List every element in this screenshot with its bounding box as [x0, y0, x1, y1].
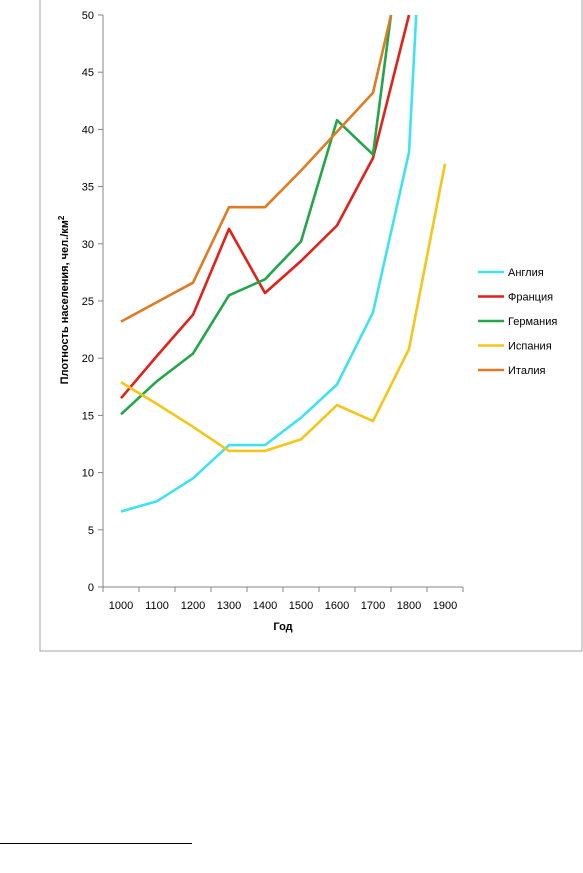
x-tick-label: 1200	[181, 600, 205, 612]
x-tick-label: 1400	[253, 600, 277, 612]
legend-label: Испания	[508, 341, 552, 353]
x-tick-label: 1100	[145, 600, 169, 612]
legend-label: Франция	[508, 292, 553, 304]
footnote-separator	[0, 843, 192, 844]
y-tick-label: 35	[82, 182, 94, 194]
y-tick-label: 50	[82, 10, 94, 22]
legend-label: Германия	[508, 316, 557, 328]
y-tick-label: 25	[82, 296, 94, 308]
y-axis-title: Плотность населения, чел./км2	[57, 215, 71, 384]
x-tick-label: 1500	[289, 600, 313, 612]
x-tick-label: 1300	[217, 600, 241, 612]
series-line-3	[120, 14, 393, 416]
y-tick-label: 20	[82, 353, 94, 365]
y-tick-label: 0	[88, 582, 94, 594]
y-tick-label: 30	[82, 239, 94, 251]
chart-border	[39, 0, 583, 652]
series-line-5	[120, 14, 393, 323]
x-tick-label: 1000	[109, 600, 133, 612]
legend-label: Англия	[508, 267, 544, 279]
series-line-2	[120, 14, 411, 400]
y-tick-label: 10	[82, 468, 94, 480]
x-tick-label: 1700	[361, 600, 385, 612]
y-tick-label: 15	[82, 410, 94, 422]
legend-label: Италия	[508, 365, 546, 377]
y-tick-label: 45	[82, 67, 94, 79]
series-line-4	[120, 163, 447, 453]
y-tick-label: 5	[88, 525, 94, 537]
x-tick-label: 1900	[433, 600, 457, 612]
series-line-1	[120, 14, 418, 513]
x-tick-label: 1800	[397, 600, 421, 612]
x-axis-title: Год	[273, 621, 292, 633]
x-tick-label: 1600	[325, 600, 349, 612]
y-tick-label: 40	[82, 124, 94, 136]
